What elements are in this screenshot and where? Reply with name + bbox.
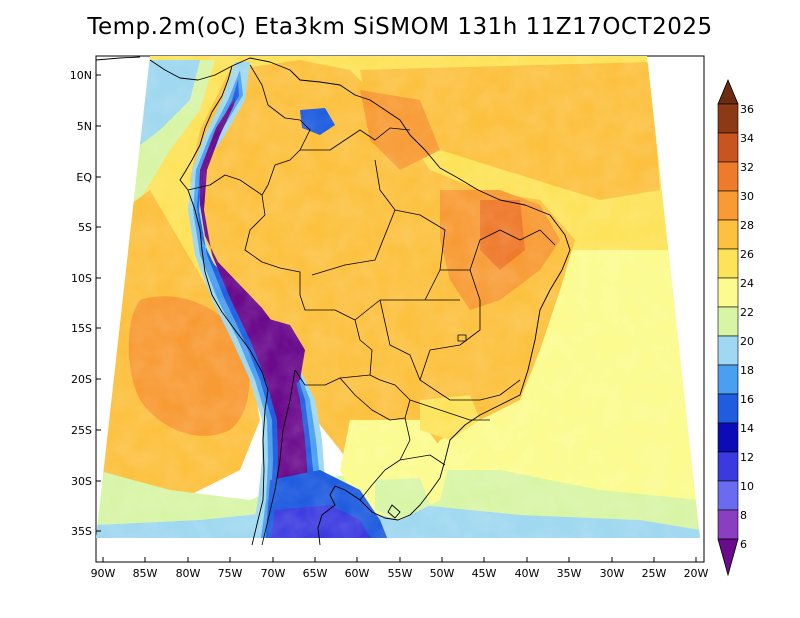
lon-label-45w: 45W	[472, 567, 497, 580]
colorbar: 36 34 32 30 28 26 24 22 20 18 16 14 12 1…	[717, 78, 754, 577]
colorbar-label-10: 10	[740, 480, 754, 493]
colorbar-label-18: 18	[740, 364, 754, 377]
lon-label-55w: 55W	[388, 567, 413, 580]
lon-label-40w: 40W	[515, 567, 540, 580]
coastlines	[95, 56, 571, 546]
border-chile-argentina	[261, 369, 296, 546]
lat-label-10n: 10N	[70, 69, 92, 82]
lat-label-eq: EQ	[76, 171, 92, 184]
lon-label-30w: 30W	[600, 567, 625, 580]
country-borders	[187, 64, 556, 546]
border-brazil-north	[300, 127, 411, 151]
colorbar-label-32: 32	[740, 161, 754, 174]
colorbar-label-12: 12	[740, 451, 754, 464]
border-ecuador-peru	[187, 174, 269, 196]
latitude-axis: 10N 5N EQ 5S 10S 15S 20S 25S 30S 35S	[70, 69, 101, 538]
central-america-coast	[95, 56, 233, 81]
field-texture	[96, 56, 700, 538]
colorbar-box-28	[717, 422, 739, 453]
colorbar-box-34	[717, 509, 739, 540]
df-border	[457, 334, 467, 342]
colorbar-box-10	[717, 161, 739, 192]
lon-label-85w: 85W	[133, 567, 158, 580]
lat-label-5n: 5N	[77, 120, 92, 133]
colorbar-top-arrow	[717, 78, 739, 105]
colorbar-label-36: 36	[740, 103, 754, 116]
lon-label-35w: 35W	[557, 567, 582, 580]
colorbar-label-14: 14	[740, 422, 754, 435]
lon-label-25w: 25W	[642, 567, 667, 580]
lon-label-65w: 65W	[303, 567, 328, 580]
lon-label-90w: 90W	[91, 567, 116, 580]
colorbar-box-30	[717, 451, 739, 482]
colorbar-label-34: 34	[740, 132, 754, 145]
colorbar-label-22: 22	[740, 306, 754, 319]
states-brazil	[311, 159, 556, 466]
colorbar-box-8	[717, 132, 739, 163]
border-argentina-brazil	[359, 417, 411, 501]
lat-label-30s: 30S	[71, 475, 92, 488]
colorbar-box-18	[717, 277, 739, 308]
colorbar-label-26: 26	[740, 248, 754, 261]
colorbar-box-24	[717, 364, 739, 395]
colorbar-box-6	[717, 103, 739, 134]
colorbar-box-12	[717, 190, 739, 221]
lat-label-10s: 10S	[71, 272, 92, 285]
lat-label-25s: 25S	[71, 424, 92, 437]
map-title: Temp.2m(oC) Eta3km SiSMOM 131h 11Z17OCT2…	[87, 14, 713, 40]
lat-label-5s: 5S	[78, 221, 92, 234]
south-america-coastline	[179, 57, 571, 546]
lon-label-70w: 70W	[261, 567, 286, 580]
lat-label-20s: 20S	[71, 373, 92, 386]
lon-label-20w: 20W	[684, 567, 709, 580]
longitude-axis: 90W 85W 80W 75W 70W 65W 60W 55W 50W 45W …	[91, 557, 709, 580]
colorbar-box-26	[717, 393, 739, 424]
lat-label-35s: 35S	[71, 525, 92, 538]
border-bolivia	[294, 294, 373, 386]
colorbar-box-22	[717, 335, 739, 366]
colorbar-label-20: 20	[740, 335, 754, 348]
colorbar-label-24: 24	[740, 277, 754, 290]
lat-label-15s: 15S	[71, 322, 92, 335]
lagoa-patos	[387, 504, 401, 519]
colorbar-label-16: 16	[740, 393, 754, 406]
colorbar-label-6: 6	[740, 538, 747, 551]
temperature-field	[96, 56, 700, 538]
lon-label-75w: 75W	[218, 567, 243, 580]
lon-label-80w: 80W	[176, 567, 201, 580]
colorbar-box-20	[717, 306, 739, 337]
colorbar-bottom-arrow	[717, 538, 739, 577]
lon-label-50w: 50W	[430, 567, 455, 580]
lon-label-60w: 60W	[345, 567, 370, 580]
colorbar-label-8: 8	[740, 509, 747, 522]
colorbar-box-16	[717, 248, 739, 279]
colorbar-label-30: 30	[740, 190, 754, 203]
border-colombia-venezuela	[249, 64, 311, 186]
colorbar-label-28: 28	[740, 219, 754, 232]
colorbar-box-14	[717, 219, 739, 250]
border-peru-brazil	[244, 194, 301, 295]
colorbar-box-32	[717, 480, 739, 511]
